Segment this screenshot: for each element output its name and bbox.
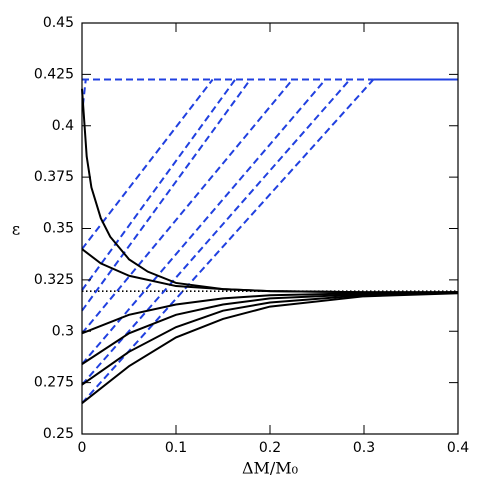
plot-frame	[81, 22, 459, 435]
data-line	[81, 78, 214, 250]
x-tick-label: 0.1	[165, 440, 187, 456]
y-tick-label: 0.375	[34, 169, 74, 185]
y-tick-label: 0.325	[34, 272, 74, 288]
y-tick-label: 0.35	[43, 221, 74, 237]
x-tick-label: 0.4	[447, 440, 469, 456]
x-axis-label: ΔM/M₀	[242, 459, 298, 478]
data-line	[81, 78, 327, 365]
data-line	[81, 291, 459, 335]
y-tick-label: 0.275	[34, 375, 74, 391]
data-line	[81, 88, 458, 294]
y-tick-label: 0.425	[34, 66, 74, 82]
data-line	[81, 248, 458, 294]
data-line	[81, 78, 375, 404]
y-tick-label: 0.45	[43, 15, 74, 31]
x-tick-label: 0.3	[353, 440, 375, 456]
data-line	[81, 291, 459, 386]
data-line	[81, 292, 459, 404]
data-line	[81, 78, 252, 312]
data-line	[81, 291, 459, 365]
y-tick-label: 0.4	[52, 118, 74, 134]
data-line	[81, 78, 237, 291]
y-tick-label: 0.3	[52, 323, 74, 339]
y-axis-label: ε	[12, 220, 20, 239]
y-tick-label: 0.25	[43, 426, 74, 442]
x-tick-label: 0.2	[259, 440, 281, 456]
x-tick-label: 0	[78, 440, 87, 456]
